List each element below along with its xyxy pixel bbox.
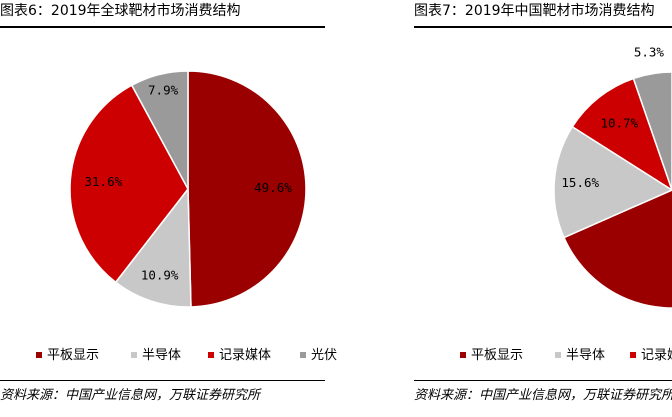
chart-1-slice-label-3: 31.6% (85, 174, 123, 189)
chart-1-bottom-rule (0, 380, 325, 381)
chart-1-legend-swatch-1 (36, 352, 42, 358)
chart-2-slice-2 (553, 125, 672, 239)
chart-1-legend-swatch-2 (131, 352, 137, 358)
chart-1-title: 图表6：2019年全球靶材市场消费结构 (0, 3, 241, 19)
chart-2-legend-swatch-1 (460, 352, 466, 358)
chart-1-legend-swatch-3 (208, 352, 214, 358)
chart-2-legend-label-1: 平板显示 (471, 348, 523, 363)
chart-2-legend-label-3: 记录媒体 (641, 348, 672, 363)
chart-1-legend-swatch-4 (300, 352, 306, 358)
chart-2-slice-3 (571, 77, 672, 191)
chart-1-legend-label-1: 平板显示 (47, 348, 99, 363)
chart-2-slice-1 (563, 71, 672, 309)
chart-2-bottom-rule (414, 380, 672, 381)
chart-2-title: 图表7：2019年中国靶材市场消费结构 (414, 3, 655, 19)
chart-2-legend-swatch-3 (630, 352, 636, 358)
chart-1-slice-label-2: 10.9% (141, 267, 179, 282)
chart-1-legend-label-4: 光伏 (311, 348, 337, 363)
chart-2-slice-label-2: 15.6% (561, 175, 599, 190)
chart-2-slice-label-3: 10.7% (600, 115, 638, 130)
chart-1-slice-label-4: 7.9% (148, 83, 179, 98)
chart-1-top-rule (0, 26, 325, 28)
chart-1-legend-label-3: 记录媒体 (219, 348, 271, 363)
chart-1-slice-label-1: 49.6% (254, 180, 292, 195)
chart-1-slice-3 (69, 84, 189, 284)
chart-1-slice-1 (187, 70, 307, 308)
chart-2-source: 资料来源：中国产业信息网，万联证券研究所 (414, 388, 672, 403)
chart-2-legend-label-2: 半导体 (566, 348, 605, 363)
chart-1-slice-2 (114, 186, 192, 308)
chart-1-legend-label-2: 半导体 (142, 348, 181, 363)
chart-2-legend-swatch-2 (555, 352, 561, 358)
chart-2-top-rule (414, 26, 672, 28)
chart-1-slice-4 (130, 70, 189, 190)
chart-1-source: 资料来源：中国产业信息网，万联证券研究所 (0, 388, 261, 403)
chart-2-slice-label-4: 5.3% (634, 45, 665, 60)
